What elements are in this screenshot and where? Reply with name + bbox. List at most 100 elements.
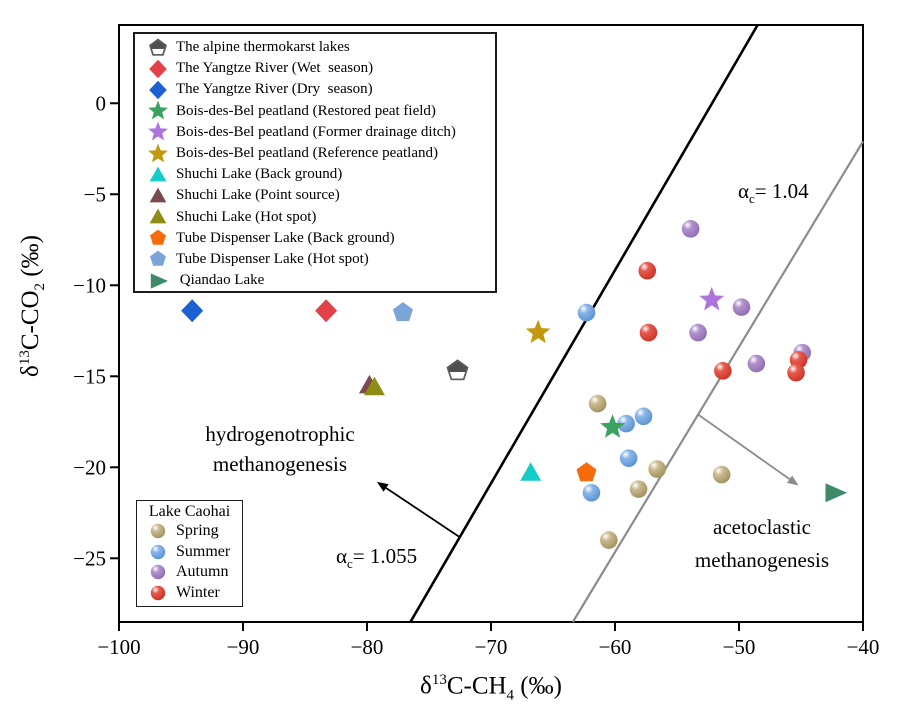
- y-title-main: C-CO: [17, 290, 45, 351]
- legend-label: Tube Dispenser Lake (Hot spot): [176, 250, 369, 267]
- y-axis-title: δ13C-CO2 (‰): [17, 235, 49, 377]
- legend-item-bdb_former: Bois-des-Bel peatland (Former drainage d…: [147, 122, 495, 143]
- legend-marker-tube_bg: [150, 229, 166, 246]
- alpha-symbol: α: [738, 179, 750, 203]
- legend-label: Bois-des-Bel peatland (Reference peatlan…: [176, 145, 438, 162]
- caohai-marker-autumn: [150, 565, 166, 580]
- point-summer: [619, 449, 638, 467]
- point-bdb_reference: [525, 319, 551, 344]
- alpha-subscript: c: [347, 556, 353, 572]
- point-autumn: [681, 220, 700, 238]
- legend-main: The alpine thermokarst lakes The Yangtze …: [133, 32, 497, 293]
- x-tick-label: −70: [475, 635, 508, 659]
- legend-item-shuchi_bg: Shuchi Lake (Back ground): [147, 164, 495, 185]
- point-autumn: [689, 323, 707, 342]
- legend-item-bdb_reference: Bois-des-Bel peatland (Reference peatlan…: [147, 143, 495, 164]
- legend-label: Tube Dispenser Lake (Back ground): [176, 229, 395, 246]
- legend-marker-shuchi_point: [149, 187, 167, 203]
- caohai-label: Summer: [176, 542, 231, 560]
- point-tube_bg: [576, 462, 597, 482]
- legend-label: Shuchi Lake (Point source): [176, 187, 340, 204]
- caohai-label: Winter: [176, 583, 220, 601]
- point-summer: [577, 303, 596, 322]
- y-tick-label: −5: [84, 182, 106, 206]
- annotation-hydrogenotrophic: hydrogenotrophic methanogenesis: [130, 419, 430, 479]
- legend-marker-bdb_restored: [148, 101, 168, 120]
- legend-label: Shuchi Lake (Hot spot): [176, 208, 317, 225]
- legend-label: The Yangtze River (Dry season): [176, 81, 373, 98]
- caohai-marker-winter: [150, 585, 166, 600]
- point-spring: [629, 480, 648, 498]
- legend-marker-yangtze_wet: [149, 59, 167, 78]
- caohai-marker-spring: [150, 524, 166, 539]
- caohai-item-autumn: Autumn: [137, 562, 242, 583]
- legend-marker-bdb_reference: [148, 143, 168, 162]
- legend-item-alpine: The alpine thermokarst lakes: [147, 37, 495, 58]
- line-alpha-1055: [409, 24, 759, 623]
- caohai-label: Autumn: [176, 563, 229, 581]
- y-tick-label: −25: [73, 546, 106, 570]
- point-spring: [712, 465, 731, 484]
- x-title-sup: 13: [431, 672, 447, 688]
- y-tick-label: −10: [73, 273, 106, 297]
- point-shuchi_hot: [363, 376, 385, 396]
- legend-lake-caohai: Lake Caohai Spring Summer Autumn Winter: [136, 500, 243, 607]
- legend-item-yangtze_wet: The Yangtze River (Wet season): [147, 58, 495, 79]
- point-yangtze_wet: [315, 299, 338, 323]
- x-tick-label: −80: [351, 635, 384, 659]
- x-axis-title: δ13C-CH4 (‰): [119, 672, 863, 704]
- point-winter: [714, 362, 732, 380]
- point-summer: [634, 407, 653, 426]
- legend-item-tube_bg: Tube Dispenser Lake (Back ground): [147, 228, 495, 249]
- point-shuchi_bg: [520, 462, 542, 481]
- legend-marker-tube_hot: [150, 251, 166, 267]
- x-tick-label: −60: [599, 635, 632, 659]
- y-title-delta: δ: [17, 365, 45, 377]
- point-yangtze_dry: [181, 299, 204, 323]
- y-tick-label: −20: [73, 455, 106, 479]
- point-spring: [588, 394, 607, 413]
- point-winter: [638, 261, 657, 280]
- y-title-sub: 2: [32, 282, 49, 291]
- arrow-acetoclastic: [697, 413, 799, 486]
- point-autumn: [732, 298, 751, 316]
- x-title-main: C-CH: [446, 672, 507, 700]
- caohai-marker-summer: [150, 544, 166, 559]
- arrow-hydrogenotrophic: [376, 481, 460, 538]
- legend-item-shuchi_hot: Shuchi Lake (Hot spot): [147, 207, 495, 228]
- legend-marker-shuchi_bg: [149, 166, 167, 182]
- point-winter: [787, 363, 805, 382]
- legend-label: Shuchi Lake (Back ground): [176, 166, 343, 183]
- legend-label: Qiandao Lake: [176, 272, 265, 289]
- alpha-value: = 1.04: [754, 179, 809, 203]
- annotation-aceto-line2: methanogenesis: [694, 548, 830, 572]
- caohai-item-summer: Summer: [137, 542, 242, 563]
- x-tick-label: −40: [847, 635, 880, 659]
- y-tick-label: 0: [96, 91, 107, 115]
- x-tick-label: −90: [227, 635, 260, 659]
- caohai-item-winter: Winter: [137, 583, 242, 604]
- legend-label: The Yangtze River (Wet season): [176, 60, 374, 77]
- point-winter: [639, 323, 658, 342]
- point-autumn: [747, 354, 766, 373]
- alpha-value: = 1.055: [352, 544, 418, 568]
- annotation-aceto-line1: acetoclastic: [713, 515, 811, 539]
- point-tube_hot: [392, 302, 413, 322]
- legend-item-yangtze_dry: The Yangtze River (Dry season): [147, 79, 495, 100]
- legend-marker-shuchi_hot: [149, 208, 167, 224]
- point-bdb_former: [699, 286, 725, 311]
- caohai-label: Spring: [176, 522, 219, 540]
- legend-item-bdb_restored: Bois-des-Bel peatland (Restored peat fie…: [147, 101, 495, 122]
- legend-item-shuchi_point: Shuchi Lake (Point source): [147, 185, 495, 206]
- annotation-hydro-line1: hydrogenotrophic: [205, 422, 355, 446]
- legend-marker-bdb_former: [148, 122, 168, 141]
- legend-marker-alpine: [149, 38, 167, 56]
- legend-label: The alpine thermokarst lakes: [176, 39, 350, 56]
- legend-caohai-title: Lake Caohai: [148, 503, 231, 520]
- point-alpine: [446, 359, 469, 381]
- legend-marker-yangtze_dry: [149, 80, 167, 100]
- x-title-units: (‰): [514, 672, 562, 700]
- y-title-units: (‰): [17, 235, 45, 283]
- x-tick-label: −100: [97, 635, 140, 659]
